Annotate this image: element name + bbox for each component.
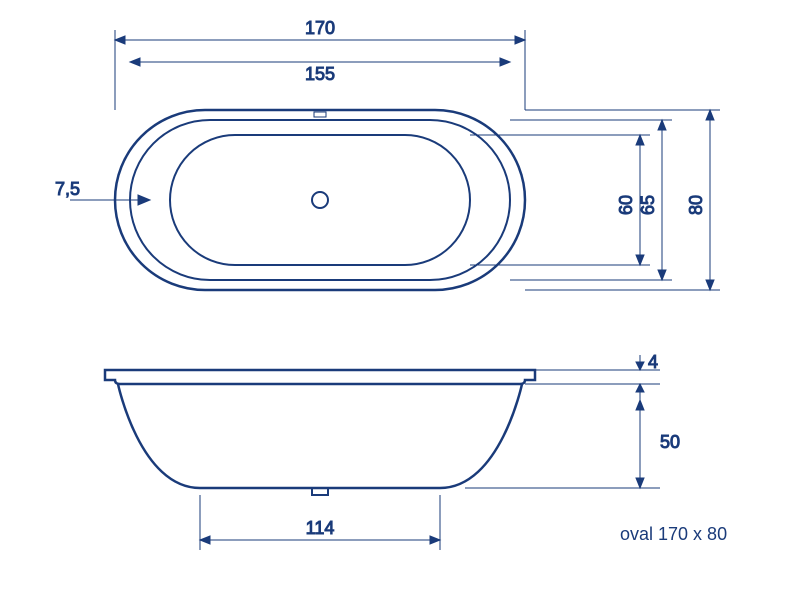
dim-rim-height-label: 4 [648,352,658,372]
dim-side-heights: 4 50 [465,352,680,488]
dim-outer-length-label: 170 [305,18,335,38]
dim-inner-width-label: 60 [616,195,636,215]
oval-outer [115,110,525,290]
technical-drawing: 170 155 7,5 60 65 80 [0,0,800,600]
dim-rim-offset: 7,5 [55,179,150,205]
dim-inner-length: 155 [130,58,510,84]
overflow-mark [314,112,326,117]
drain-circle [312,192,328,208]
dim-mid-width-label: 65 [638,195,658,215]
oval-inner [170,135,470,265]
dim-base-length: 114 [200,495,440,550]
side-view [105,370,535,495]
dim-body-height-label: 50 [660,432,680,452]
dim-inner-length-label: 155 [305,64,335,84]
dim-widths: 60 65 80 [470,110,720,290]
dim-base-length-label: 114 [306,518,335,538]
dim-outer-width-label: 80 [686,195,706,215]
oval-rim [130,120,510,280]
product-label: oval 170 x 80 [620,524,727,544]
top-view [115,110,525,290]
dim-rim-offset-label: 7,5 [55,179,80,199]
